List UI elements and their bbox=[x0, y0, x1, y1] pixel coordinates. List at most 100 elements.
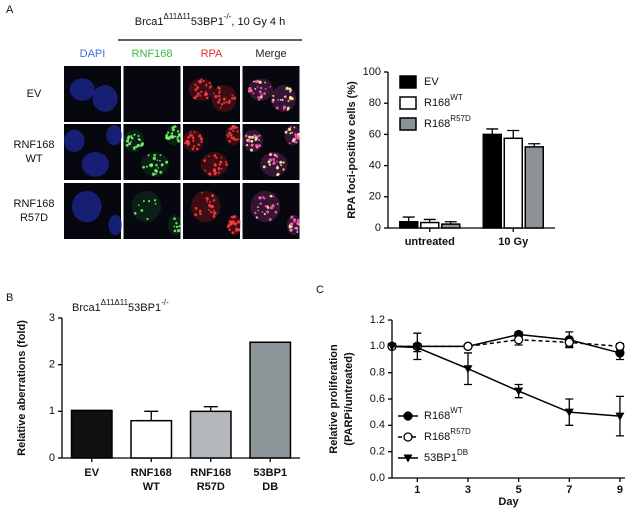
y-tick-label: 0 bbox=[375, 222, 381, 234]
x-tick-label: DB bbox=[262, 481, 278, 493]
legend-label: 53BP1DB bbox=[424, 448, 468, 464]
focus bbox=[272, 158, 276, 162]
focus bbox=[170, 134, 174, 138]
focus bbox=[272, 161, 276, 165]
micrograph bbox=[183, 66, 240, 122]
x-tick-label: 9 bbox=[617, 484, 623, 496]
micrograph bbox=[123, 183, 181, 239]
focus bbox=[254, 211, 257, 214]
focus bbox=[257, 96, 260, 99]
focus bbox=[196, 92, 200, 96]
focus bbox=[178, 225, 181, 228]
focus bbox=[198, 134, 202, 138]
focus bbox=[146, 217, 149, 221]
legend-name: EV bbox=[424, 76, 439, 88]
legend-swatch bbox=[399, 75, 417, 89]
focus bbox=[151, 172, 156, 176]
focus bbox=[194, 207, 198, 210]
focus bbox=[231, 215, 235, 219]
focus bbox=[138, 204, 140, 206]
x-tick-label: 3 bbox=[465, 484, 471, 496]
chart-title: Brca1Δ11Δ1153BP1-/- bbox=[72, 298, 169, 314]
focus bbox=[290, 222, 294, 226]
bar bbox=[70, 409, 113, 459]
marker bbox=[564, 408, 574, 417]
focus bbox=[263, 92, 266, 95]
focus bbox=[154, 203, 157, 205]
focus bbox=[264, 205, 268, 208]
focus bbox=[293, 220, 296, 223]
focus bbox=[222, 97, 226, 101]
focus bbox=[282, 161, 285, 164]
focus bbox=[176, 138, 179, 141]
legend-marker bbox=[403, 411, 413, 421]
focus bbox=[130, 136, 133, 139]
focus bbox=[156, 159, 159, 162]
x-tick-label: 53BP1 bbox=[253, 467, 287, 479]
focus bbox=[152, 156, 156, 161]
legend-label: R168R57D bbox=[424, 114, 471, 130]
focus bbox=[283, 95, 286, 98]
panel-label: C bbox=[316, 284, 324, 296]
focus bbox=[189, 133, 193, 137]
error-bar bbox=[486, 128, 499, 135]
focus bbox=[192, 145, 196, 148]
focus bbox=[258, 196, 262, 200]
focus bbox=[166, 131, 170, 134]
focus bbox=[272, 94, 275, 97]
focus bbox=[259, 86, 263, 90]
focus bbox=[215, 156, 218, 160]
focus bbox=[263, 213, 266, 216]
focus bbox=[197, 143, 200, 146]
x-tick-label: 7 bbox=[566, 484, 572, 496]
focus bbox=[193, 131, 196, 134]
focus bbox=[252, 92, 255, 95]
focus bbox=[204, 92, 208, 97]
focus bbox=[220, 167, 223, 170]
focus bbox=[183, 142, 186, 145]
chart-title-part: -/- bbox=[161, 298, 169, 307]
focus bbox=[192, 136, 195, 140]
focus bbox=[210, 205, 214, 209]
focus bbox=[258, 134, 261, 137]
bar bbox=[524, 146, 544, 229]
focus bbox=[290, 225, 293, 228]
focus bbox=[295, 141, 298, 144]
focus bbox=[153, 153, 156, 157]
focus bbox=[154, 168, 158, 173]
focus bbox=[134, 145, 138, 149]
error-bar bbox=[203, 406, 218, 412]
focus bbox=[191, 134, 194, 136]
focus bbox=[136, 143, 140, 148]
focus bbox=[175, 225, 179, 229]
focus bbox=[281, 98, 284, 101]
focus bbox=[225, 101, 228, 104]
focus bbox=[296, 219, 300, 223]
image-title-part: , 10 Gy 4 h bbox=[231, 16, 285, 28]
image-title-part: 53BP1 bbox=[191, 16, 224, 28]
focus bbox=[250, 89, 253, 93]
focus bbox=[268, 218, 272, 221]
focus bbox=[230, 220, 234, 223]
focus bbox=[271, 204, 275, 208]
focus bbox=[274, 210, 278, 214]
x-tick-label: RNF168 bbox=[131, 467, 172, 479]
marker bbox=[463, 341, 473, 351]
focus bbox=[202, 79, 205, 83]
focus bbox=[282, 108, 285, 111]
focus bbox=[214, 212, 217, 215]
legend-sup: R57D bbox=[450, 427, 471, 436]
focus bbox=[237, 220, 241, 224]
micrograph bbox=[242, 66, 300, 122]
focus bbox=[208, 172, 212, 176]
x-tick-label: untreated bbox=[405, 236, 455, 248]
focus bbox=[212, 169, 216, 173]
focus bbox=[133, 212, 137, 215]
nucleus bbox=[106, 125, 123, 146]
focus bbox=[165, 136, 169, 140]
focus bbox=[269, 153, 272, 157]
legend-label: R168WT bbox=[424, 406, 463, 422]
focus bbox=[218, 163, 221, 166]
row-label: EV bbox=[27, 88, 42, 100]
focus bbox=[254, 136, 258, 140]
